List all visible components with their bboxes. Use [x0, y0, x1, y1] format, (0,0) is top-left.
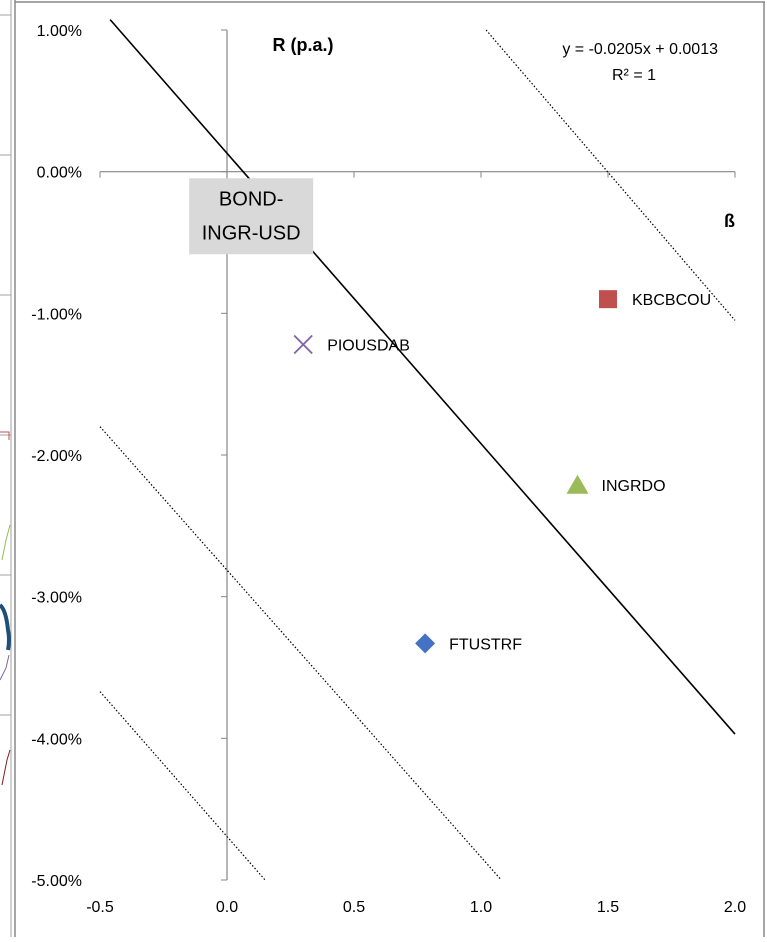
y-tick-label: 0.00%	[37, 165, 82, 182]
annotation-box	[189, 178, 314, 255]
point-ingrdo	[566, 474, 589, 494]
dotted-reference-line	[485, 29, 736, 321]
annotation-text: BOND-	[219, 188, 283, 210]
neighbor-fragment	[1, 524, 11, 561]
annotation-text: INGR-USD	[202, 222, 301, 244]
point-ftustrf	[415, 633, 436, 654]
point-label: FTUSTRF	[449, 636, 522, 653]
neighbor-fragment	[0, 431, 10, 440]
y-tick-label: -2.00%	[31, 448, 82, 465]
neighbor-fragment	[0, 603, 11, 651]
point-kbcbcou	[599, 290, 617, 309]
trendline	[109, 19, 736, 735]
y-tick-label: -1.00%	[31, 306, 82, 323]
x-tick-label: 1.5	[597, 899, 619, 916]
y-tick-label: -4.00%	[31, 731, 82, 748]
x-axis-title: ß	[724, 211, 735, 231]
x-tick-label: -0.5	[86, 899, 114, 916]
y-tick-label: -5.00%	[31, 873, 82, 890]
point-label: PIOUSDAB	[327, 338, 410, 355]
x-tick-label: 0.0	[216, 899, 238, 916]
trendline-equation: y = -0.0205x + 0.0013	[562, 41, 718, 58]
x-tick-label: 0.5	[343, 899, 365, 916]
y-tick-label: -3.00%	[31, 590, 82, 607]
x-tick-label: 1.0	[470, 899, 492, 916]
point-label: INGRDO	[602, 478, 666, 495]
chart-title: R (p.a.)	[273, 35, 334, 55]
trendline-r-squared: R² = 1	[612, 67, 656, 84]
dotted-reference-line	[99, 426, 502, 881]
neighbor-fragment	[1, 749, 11, 786]
point-label: KBCBCOU	[632, 292, 711, 309]
y-tick-label: 1.00%	[37, 23, 82, 40]
point-piousdab	[293, 334, 313, 355]
neighbor-fragment	[0, 654, 10, 681]
x-tick-label: 2.0	[724, 899, 746, 916]
